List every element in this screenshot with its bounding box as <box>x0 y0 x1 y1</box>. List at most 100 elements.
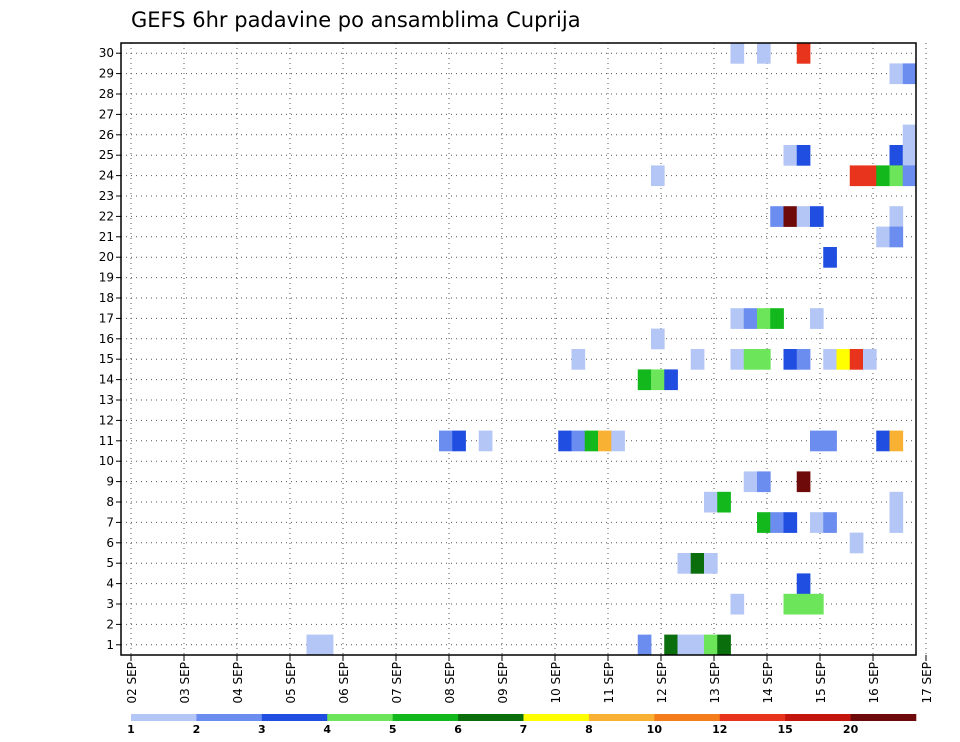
data-cell <box>783 349 798 370</box>
data-cell <box>757 349 771 370</box>
data-cell <box>889 512 904 533</box>
colorbar-segment <box>196 714 263 721</box>
data-cell <box>730 349 745 370</box>
colorbar-label: 10 <box>647 723 663 736</box>
data-cell <box>810 308 824 329</box>
data-cell <box>651 369 665 391</box>
data-cell <box>889 491 904 513</box>
data-cell <box>823 247 837 268</box>
data-cell <box>889 145 904 166</box>
data-cell <box>611 430 625 452</box>
data-cell <box>704 553 718 574</box>
data-cell <box>743 308 758 329</box>
data-cell <box>876 430 890 452</box>
x-tick-label: 03 SEP <box>178 662 192 704</box>
colorbar-label: 15 <box>778 723 793 736</box>
plot-frame <box>120 42 917 656</box>
data-cell <box>478 430 493 452</box>
data-cell <box>651 328 665 350</box>
data-cell <box>836 349 851 370</box>
x-tick-label: 12 SEP <box>655 662 669 704</box>
data-cell <box>730 308 745 329</box>
data-cell <box>757 43 771 64</box>
data-cell <box>796 43 811 64</box>
colorbar-label: 6 <box>454 723 462 736</box>
data-cell <box>584 430 599 452</box>
y-tick-label: 18 <box>99 291 114 305</box>
data-cell <box>717 491 731 513</box>
colorbar-label: 2 <box>193 723 201 736</box>
data-cells <box>306 43 917 656</box>
data-cell <box>796 145 811 166</box>
colorbar: 1 2 3 4 5 6 7 8 10 12 15 20 <box>127 714 917 736</box>
y-axis: 1234567891011121314151617181920212223242… <box>99 46 121 652</box>
y-tick-label: 14 <box>99 373 114 387</box>
colorbar-label: 8 <box>585 723 593 736</box>
y-tick-label: 25 <box>99 148 114 162</box>
x-tick-label: 07 SEP <box>390 662 404 704</box>
x-tick-label: 09 SEP <box>496 662 510 704</box>
data-cell <box>810 430 824 452</box>
colorbar-segment <box>523 714 590 721</box>
y-tick-label: 8 <box>106 495 114 509</box>
colorbar-segment <box>392 714 459 721</box>
data-cell <box>743 471 758 493</box>
x-tick-label: 08 SEP <box>443 662 457 704</box>
data-cell <box>823 349 837 370</box>
y-tick-label: 22 <box>99 209 114 223</box>
data-cell <box>889 63 904 85</box>
data-cell <box>770 308 784 329</box>
y-tick-label: 1 <box>106 638 114 652</box>
x-tick-label: 16 SEP <box>867 662 881 704</box>
y-tick-label: 2 <box>106 617 114 631</box>
y-tick-label: 5 <box>106 556 114 570</box>
data-cell <box>796 206 811 227</box>
data-cell <box>889 430 904 452</box>
y-tick-label: 9 <box>106 475 114 489</box>
colorbar-segment <box>131 714 197 721</box>
colorbar-label: 4 <box>323 723 331 736</box>
data-cell <box>796 471 811 493</box>
data-cell <box>757 308 771 329</box>
colorbar-label: 7 <box>520 723 528 736</box>
data-cell <box>558 430 572 452</box>
data-cell <box>677 553 692 574</box>
data-cell <box>902 63 917 85</box>
data-cell <box>770 512 784 533</box>
data-cell <box>571 349 586 370</box>
y-tick-label: 3 <box>106 597 114 611</box>
y-tick-label: 24 <box>99 169 114 183</box>
data-cell <box>849 165 864 187</box>
data-cell <box>876 226 890 248</box>
x-axis: 02 SEP 03 SEP 04 SEP 05 SEP 06 SEP 07 SEP 08 S… <box>125 655 934 704</box>
data-cell <box>770 206 784 227</box>
y-tick-label: 21 <box>99 230 114 244</box>
x-tick-label: 13 SEP <box>708 662 722 704</box>
data-cell <box>796 593 811 615</box>
data-cell <box>823 430 837 452</box>
y-tick-label: 20 <box>99 250 114 264</box>
x-tick-label: 05 SEP <box>284 662 298 704</box>
y-tick-label: 27 <box>99 107 114 121</box>
data-cell <box>730 43 745 64</box>
data-cell <box>889 226 904 248</box>
colorbar-segment <box>719 714 786 721</box>
data-cell <box>823 512 837 533</box>
data-cell <box>783 206 798 227</box>
y-tick-label: 4 <box>106 577 114 591</box>
y-tick-label: 13 <box>99 393 114 407</box>
data-cell <box>783 512 798 533</box>
data-cell <box>876 165 890 187</box>
x-tick-label: 14 SEP <box>761 662 775 704</box>
data-cell <box>796 573 811 595</box>
data-cell <box>783 145 798 166</box>
data-cell <box>664 634 678 656</box>
data-cell <box>306 634 321 656</box>
data-cell <box>783 593 798 615</box>
data-cell <box>704 491 718 513</box>
x-tick-label: 11 SEP <box>602 662 616 704</box>
y-tick-label: 12 <box>99 413 114 427</box>
colorbar-segment <box>588 714 655 721</box>
data-cell <box>677 634 692 656</box>
